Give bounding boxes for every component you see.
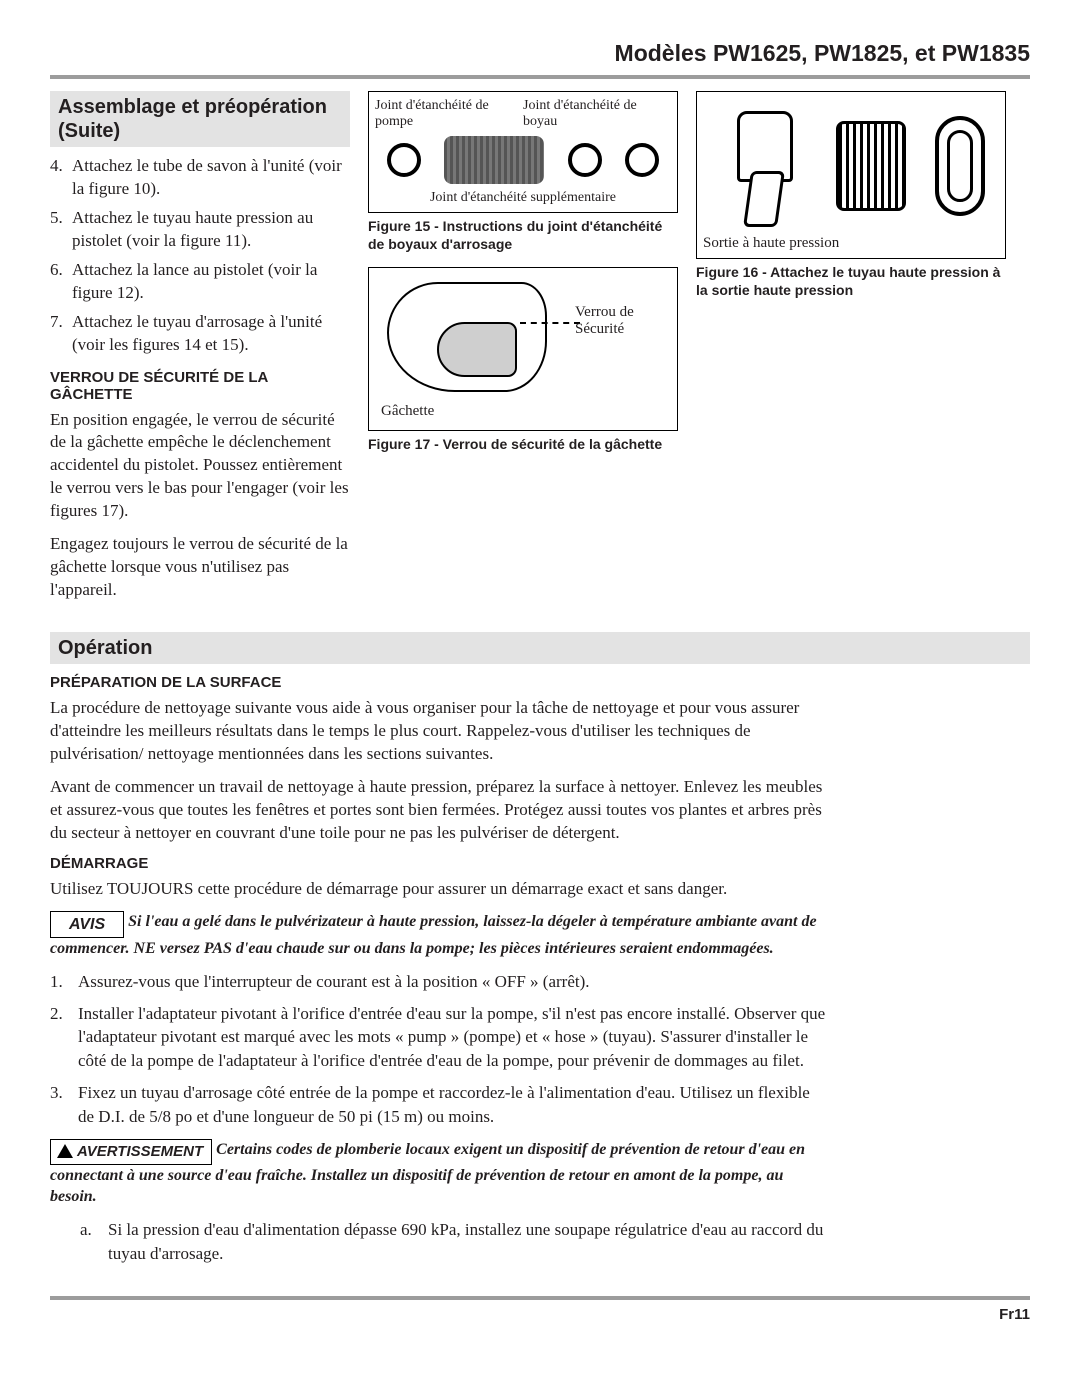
avis-label-box: AVIS — [50, 911, 124, 939]
assembly-steps: 4.Attachez le tube de savon à l'unité (v… — [50, 155, 350, 357]
operation-title-bar: Opération — [50, 632, 1030, 664]
fig15-pump-seal-label: Joint d'étanchéité de pompe — [375, 98, 523, 130]
fig15-hose-seal-label: Joint d'étanchéité de boyau — [523, 98, 671, 130]
figures-mid-column: Joint d'étanchéité de pompe Joint d'étan… — [368, 91, 678, 612]
figure-16-caption: Figure 16 - Attachez le tuyau haute pres… — [696, 263, 1006, 299]
fig17-trigger-label: Gâchette — [381, 403, 434, 420]
start-steps: 1.Assurez-vous que l'interrupteur de cou… — [50, 970, 830, 1129]
operation-body: PRÉPARATION DE LA SURFACE La procédure d… — [50, 674, 830, 1266]
figure-15: Joint d'étanchéité de pompe Joint d'étan… — [368, 91, 678, 213]
spray-gun-icon — [717, 111, 807, 221]
fig16-graphic — [703, 98, 999, 233]
fig15-top-labels: Joint d'étanchéité de pompe Joint d'étan… — [375, 98, 671, 130]
page-footer: Fr11 — [50, 1296, 1030, 1323]
start-heading: DÉMARRAGE — [50, 855, 830, 872]
start-substep: a.Si la pression d'eau d'alimentation dé… — [80, 1218, 830, 1266]
avertissement-label: AVERTISSEMENT — [77, 1143, 203, 1160]
assembly-title: Assemblage et préopération (Suite) — [58, 95, 342, 143]
models-title: Modèles PW1625, PW1825, et PW1835 — [50, 40, 1030, 67]
fig17-lock-label: Verrou de Sécurité — [575, 304, 665, 338]
wheel-icon — [935, 116, 985, 216]
assembly-step: 4.Attachez le tube de savon à l'unité (v… — [50, 155, 350, 201]
prep-heading: PRÉPARATION DE LA SURFACE — [50, 674, 830, 691]
start-step: 2.Installer l'adaptateur pivotant à l'or… — [50, 1002, 830, 1073]
figure-17: Verrou de Sécurité Gâchette — [368, 267, 678, 431]
lock-heading: VERROU DE SÉCURITÉ DE LA GÂCHETTE — [50, 369, 350, 403]
avis-notice: AVIS Si l'eau a gelé dans le pulvérizate… — [50, 911, 830, 960]
start-step: 1.Assurez-vous que l'interrupteur de cou… — [50, 970, 830, 994]
assembly-step: 5.Attachez le tuyau haute pression au pi… — [50, 207, 350, 253]
o-ring-icon — [625, 143, 659, 177]
hand-trigger-illustration — [387, 282, 567, 412]
o-ring-icon — [568, 143, 602, 177]
start-substeps: a.Si la pression d'eau d'alimentation dé… — [50, 1218, 830, 1266]
assembly-step: 6.Attachez la lance au pistolet (voir la… — [50, 259, 350, 305]
prep-paragraph-2: Avant de commencer un travail de nettoya… — [50, 776, 830, 845]
page-header: Modèles PW1625, PW1825, et PW1835 — [50, 40, 1030, 79]
operation-title: Opération — [58, 636, 1022, 660]
assembly-step: 7.Attachez le tuyau d'arrosage à l'unité… — [50, 311, 350, 357]
lock-paragraph-1: En position engagée, le verrou de sécuri… — [50, 409, 350, 524]
figure-15-caption: Figure 15 - Instructions du joint d'étan… — [368, 217, 678, 253]
prep-paragraph-1: La procédure de nettoyage suivante vous … — [50, 697, 830, 766]
assembly-title-bar: Assemblage et préopération (Suite) — [50, 91, 350, 147]
avis-text: Si l'eau a gelé dans le pulvérizateur à … — [50, 913, 817, 958]
unit-vent-icon — [836, 121, 906, 211]
warning-triangle-icon — [57, 1144, 73, 1158]
figure-17-caption: Figure 17 - Verrou de sécurité de la gâc… — [368, 435, 678, 453]
avertissement-label-box: AVERTISSEMENT — [50, 1139, 212, 1165]
o-ring-icon — [387, 143, 421, 177]
coupling-icon — [444, 136, 544, 184]
start-intro: Utilisez TOUJOURS cette procédure de dém… — [50, 878, 830, 901]
trigger-icon — [437, 322, 517, 377]
top-columns: Assemblage et préopération (Suite) 4.Att… — [50, 91, 1030, 612]
start-step: 3.Fixez un tuyau d'arrosage côté entrée … — [50, 1081, 830, 1129]
assembly-column: Assemblage et préopération (Suite) 4.Att… — [50, 91, 350, 612]
fig17-graphic: Verrou de Sécurité Gâchette — [375, 274, 671, 424]
figure-16: Sortie à haute pression — [696, 91, 1006, 259]
fig16-outlet-label: Sortie à haute pression — [703, 235, 999, 252]
fig15-extra-seal-label: Joint d'étanchéité supplémentaire — [375, 190, 671, 206]
page-number: Fr11 — [999, 1306, 1030, 1323]
figures-right-column: Sortie à haute pression Figure 16 - Atta… — [696, 91, 1006, 612]
fig15-graphic — [375, 136, 671, 184]
lock-paragraph-2: Engagez toujours le verrou de sécurité d… — [50, 533, 350, 602]
avertissement-notice: AVERTISSEMENT Certains codes de plomberi… — [50, 1139, 830, 1208]
